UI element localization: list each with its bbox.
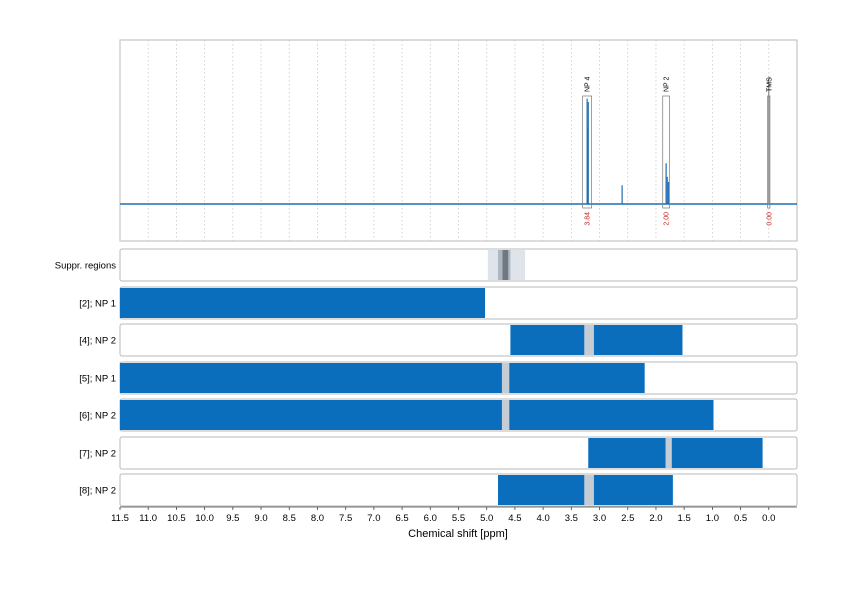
x-tick-label: 8.5	[283, 513, 296, 524]
x-tick-label: 11.5	[111, 513, 129, 524]
x-tick-label: 4.5	[508, 513, 521, 524]
spectrum-panel: NP 4 3.84 NP 2 2.00 TMS 0.00	[119, 39, 798, 242]
peak-annotation-label: TMS	[766, 77, 773, 92]
region-bar	[510, 325, 585, 355]
region-gap	[584, 475, 594, 505]
region-bar	[120, 288, 486, 318]
x-tick-label: 6.5	[395, 513, 408, 524]
x-tick-label: 5.5	[452, 513, 465, 524]
x-tick-label: 10.0	[195, 513, 214, 524]
region-gap	[501, 400, 510, 430]
x-tick-label: 7.0	[367, 513, 380, 524]
x-tick-label: 5.0	[480, 513, 493, 524]
x-tick-label: 3.0	[593, 513, 606, 524]
suppression-core	[502, 250, 509, 280]
x-tick-label: 0.5	[734, 513, 747, 524]
peak-integral-label: 0.00	[766, 212, 773, 226]
region-bar	[509, 400, 714, 430]
x-tick-label: 4.0	[537, 513, 550, 524]
x-tick-label: 7.5	[339, 513, 352, 524]
x-tick-label: 0.0	[762, 513, 775, 524]
peak-integral-label: 3.84	[585, 212, 592, 226]
peak-annotation-box	[662, 95, 670, 209]
region-row-frame	[119, 323, 798, 357]
region-gap	[501, 363, 510, 393]
peak-annotation-box	[767, 95, 771, 209]
suppression-row-label: Suppr. regions	[55, 261, 117, 272]
peak-annotation-box	[582, 95, 592, 209]
x-tick-label: 9.5	[226, 513, 239, 524]
x-tick-label: 6.0	[424, 513, 437, 524]
x-tick-label: 11.0	[139, 513, 157, 524]
x-tick-label: 9.0	[254, 513, 267, 524]
x-axis: 11.5 11.0 10.5 10.0 9.5 9.0 8.5 8.0 7.5 7.0 6.5 6.0…	[111, 506, 797, 524]
x-tick-label: 2.5	[621, 513, 634, 524]
x-tick-label: 1.0	[706, 513, 719, 524]
x-tick-label: 8.0	[311, 513, 324, 524]
region-bar	[120, 400, 502, 430]
x-tick-label: 3.5	[565, 513, 578, 524]
x-tick-label: 1.5	[678, 513, 691, 524]
region-bar	[497, 475, 585, 505]
suppression-frame	[119, 248, 798, 282]
region-row-label: [2]; NP 1	[79, 299, 116, 310]
region-row-label: [5]; NP 1	[79, 374, 116, 385]
region-row-label: [7]; NP 2	[79, 449, 116, 460]
region-bar	[593, 325, 683, 355]
peak-annotation-label: NP 4	[585, 76, 592, 92]
region-bar	[120, 363, 502, 393]
region-row-label: [6]; NP 2	[79, 411, 116, 422]
region-rows-panel: Suppr. regions [2]; NP 1 [4]; NP 2 [5]; NP …	[55, 248, 798, 507]
region-bar	[509, 363, 645, 393]
x-axis-label: Chemical shift [ppm]	[408, 528, 508, 540]
x-tick-label: 10.5	[167, 513, 186, 524]
region-row-label: [8]; NP 2	[79, 486, 116, 497]
region-bar	[588, 438, 666, 468]
region-bar	[671, 438, 763, 468]
region-row-frame	[119, 473, 798, 507]
peak-annotation-label: NP 2	[664, 76, 671, 92]
peak-integral-label: 2.00	[664, 212, 671, 226]
region-bar	[593, 475, 673, 505]
region-gap	[665, 438, 672, 468]
region-gap	[584, 325, 594, 355]
region-row-label: [4]; NP 2	[79, 336, 116, 347]
x-tick-label: 2.0	[649, 513, 662, 524]
